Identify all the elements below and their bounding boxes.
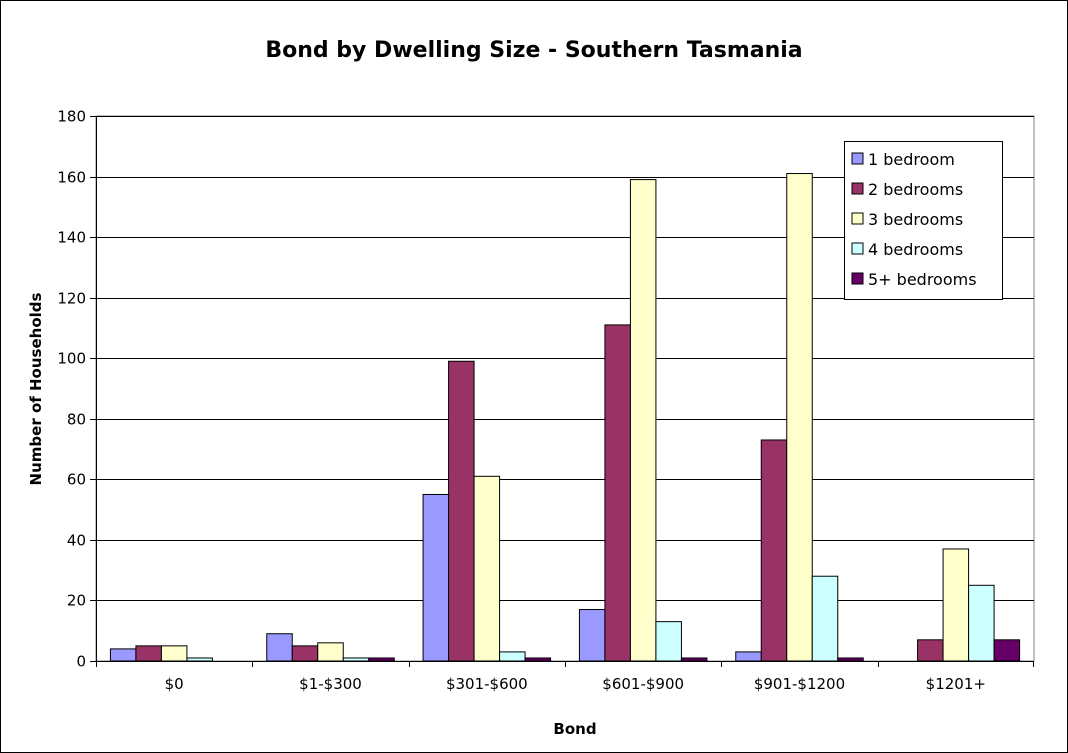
bar bbox=[499, 651, 526, 662]
bar bbox=[291, 645, 319, 662]
bar bbox=[629, 179, 657, 662]
bar bbox=[368, 657, 395, 662]
legend-label: 2 bedrooms bbox=[868, 180, 963, 199]
bar bbox=[811, 575, 839, 662]
y-tick-label: 80 bbox=[67, 411, 86, 429]
bar bbox=[448, 360, 475, 662]
legend-swatch bbox=[851, 152, 864, 165]
legend-label: 3 bedrooms bbox=[868, 210, 963, 229]
bar bbox=[760, 439, 788, 662]
chart-title: Bond by Dwelling Size - Southern Tasmani… bbox=[265, 38, 802, 63]
x-tick-label: $301-$600 bbox=[446, 675, 528, 693]
bar bbox=[473, 475, 501, 662]
bar bbox=[968, 584, 995, 662]
x-axis: $0 $1-$300 $301-$600 $601-$900 $901-$1200 $12… bbox=[96, 661, 1034, 693]
bar bbox=[786, 173, 813, 662]
legend-swatch bbox=[851, 242, 864, 255]
legend-box bbox=[844, 141, 1003, 300]
bar bbox=[422, 493, 450, 662]
bar bbox=[993, 639, 1021, 662]
bar bbox=[735, 651, 762, 662]
bar bbox=[655, 621, 682, 662]
x-tick-label: $901-$1200 bbox=[754, 675, 845, 693]
y-tick-label: 120 bbox=[57, 290, 86, 308]
bar bbox=[186, 657, 213, 662]
bars bbox=[109, 173, 1021, 662]
legend-label: 5+ bedrooms bbox=[868, 270, 977, 289]
legend-swatch bbox=[851, 212, 864, 225]
legend: 1 bedroom 2 bedrooms 3 bedrooms 4 bedrooms 5… bbox=[844, 141, 1003, 300]
y-tick-label: 0 bbox=[76, 653, 86, 671]
legend-swatch bbox=[851, 182, 864, 195]
y-tick-label: 140 bbox=[57, 229, 86, 247]
legend-swatch bbox=[851, 272, 864, 285]
legend-label: 4 bedrooms bbox=[868, 240, 963, 259]
bar bbox=[680, 657, 708, 662]
y-tick-label: 160 bbox=[57, 169, 86, 187]
x-axis-label: Bond bbox=[553, 720, 596, 738]
bar bbox=[342, 657, 370, 662]
bar bbox=[266, 633, 293, 662]
x-tick-label: $1-$300 bbox=[299, 675, 362, 693]
bar bbox=[578, 609, 606, 662]
bar bbox=[604, 324, 631, 662]
y-tick-label: 40 bbox=[67, 532, 86, 550]
x-tick-label: $1201+ bbox=[926, 675, 986, 693]
y-tick-label: 60 bbox=[67, 471, 86, 489]
bar bbox=[317, 642, 344, 662]
y-tick-label: 20 bbox=[67, 592, 86, 610]
x-tick-label: $601-$900 bbox=[602, 675, 684, 693]
y-tick-label: 180 bbox=[57, 108, 86, 126]
bar bbox=[524, 657, 552, 662]
x-tick-label: $0 bbox=[165, 675, 184, 693]
y-tick-label: 100 bbox=[57, 350, 86, 368]
bar bbox=[135, 645, 162, 662]
bar bbox=[160, 645, 188, 662]
bar bbox=[917, 639, 944, 662]
bar bbox=[942, 548, 970, 662]
y-axis-label: Number of Households bbox=[27, 292, 45, 485]
legend-label: 1 bedroom bbox=[868, 150, 955, 169]
bar bbox=[837, 657, 864, 662]
y-axis: 0 20 40 60 80 100 120 140 160 180 bbox=[57, 108, 97, 671]
bar bbox=[109, 648, 137, 662]
